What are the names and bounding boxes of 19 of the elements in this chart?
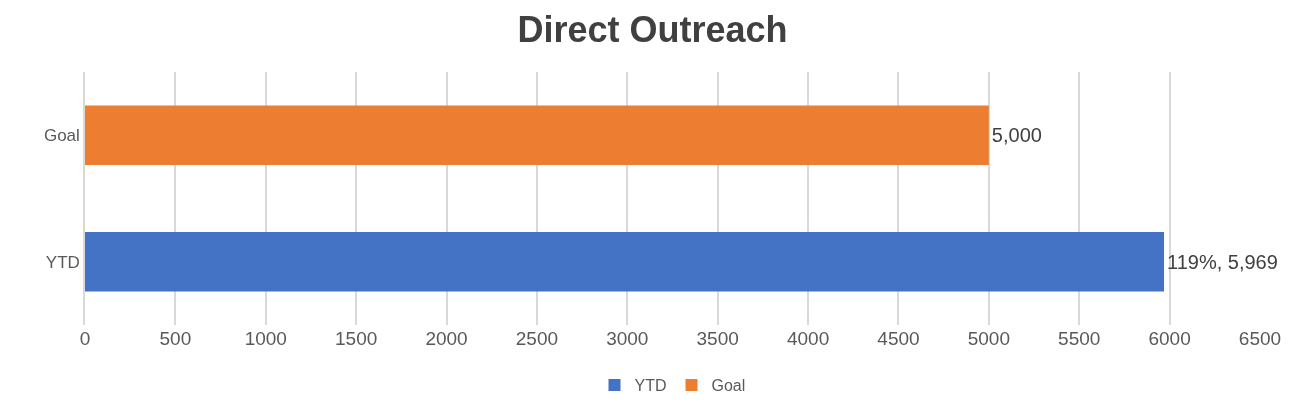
data-label: 5,000 [991,124,1042,147]
x-tick-label: 1500 [335,328,378,349]
x-tick-label: 6500 [1238,328,1282,349]
legend-label: Goal [711,377,746,395]
x-tick-label: 4500 [877,328,920,349]
data-label: 119%, 5,969 [1167,250,1278,273]
x-tick-label: 3500 [696,328,739,349]
x-tick-label: 0 [79,328,91,349]
x-tick-label: 4000 [786,328,830,349]
x-tick-label: 500 [159,328,192,349]
x-tick-label: 1000 [244,328,287,349]
legend-label: YTD [634,377,667,395]
x-tick-label: 3000 [606,328,649,349]
x-tick-label: 2500 [515,328,559,349]
x-tick-label: 5500 [1058,328,1101,349]
x-tick-label: 2000 [425,328,468,349]
x-tick-label: 5000 [967,328,1010,349]
chart-title: Direct Outreach [517,8,788,50]
x-tick-label: 6000 [1148,328,1191,349]
